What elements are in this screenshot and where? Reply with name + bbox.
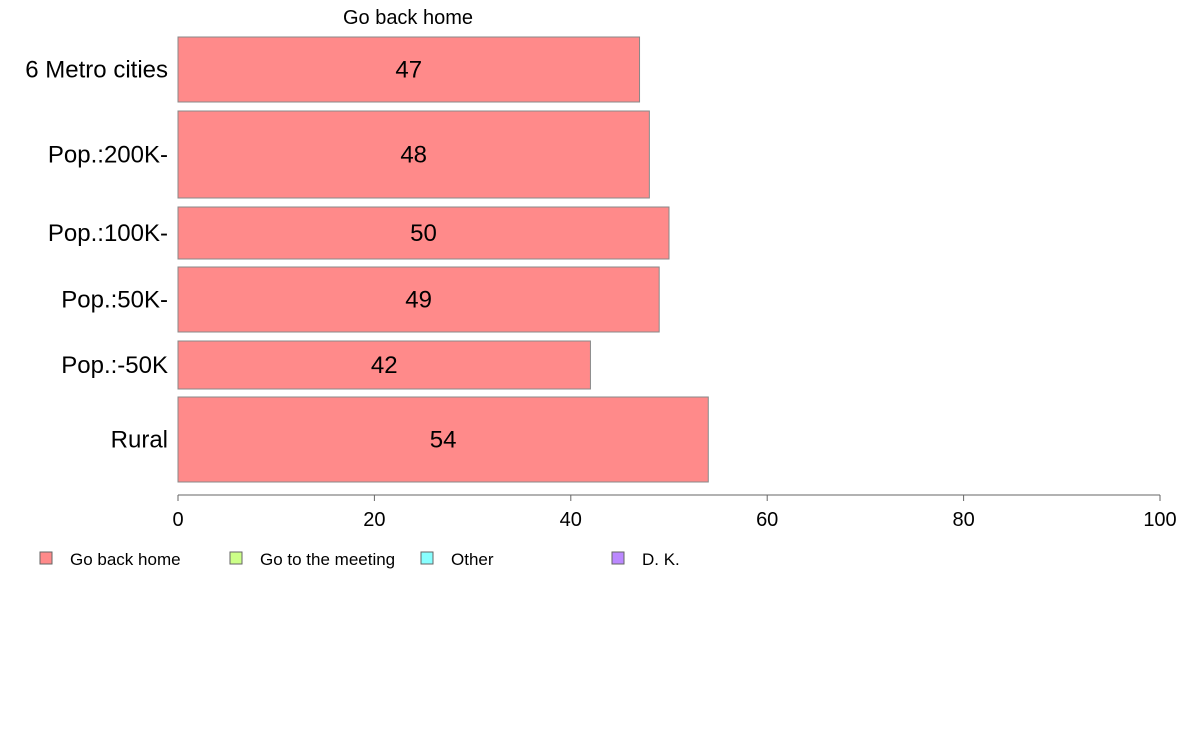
category-label: Pop.:-50K: [61, 352, 168, 379]
x-tick-label: 40: [560, 509, 582, 531]
legend-swatch: [611, 551, 625, 565]
category-label: Pop.:50K-: [61, 287, 168, 314]
category-label: Pop.:100K-: [48, 220, 168, 247]
x-tick-label: 80: [952, 509, 974, 531]
bar: [177, 206, 670, 260]
legend-swatch: [420, 551, 434, 565]
legend-swatch: [39, 551, 53, 565]
bars: [177, 36, 709, 483]
series-title: Go back home: [343, 7, 473, 29]
legend-label: Go to the meeting: [260, 550, 395, 569]
data-label: 48: [400, 142, 427, 169]
x-tick-label: 100: [1143, 509, 1176, 531]
bar: [177, 110, 650, 199]
data-label: 49: [405, 287, 432, 314]
bar: [177, 340, 591, 390]
legend-label: Go back home: [70, 550, 181, 569]
data-label: 50: [410, 220, 437, 247]
x-axis: 0 20 40 60 80 100: [172, 494, 1177, 531]
bar: [177, 396, 709, 483]
legend-label: Other: [451, 550, 494, 569]
category-label: 6 Metro cities: [25, 57, 168, 84]
bar: [177, 266, 660, 333]
x-tick-label: 0: [172, 509, 183, 531]
data-label: 47: [395, 57, 422, 84]
data-label: 54: [430, 427, 457, 454]
legend-swatch: [229, 551, 243, 565]
legend-label: D. K.: [642, 550, 680, 569]
x-tick-label: 20: [363, 509, 385, 531]
bar: [177, 36, 641, 103]
data-labels: 47 48 50 49 42 54: [371, 57, 457, 454]
legend: Go back home Go to the meeting Other D. K.: [39, 550, 680, 569]
category-labels: 6 Metro cities Pop.:200K- Pop.:100K- Pop.:5…: [25, 57, 168, 454]
category-label: Pop.:200K-: [48, 142, 168, 169]
x-tick-label: 60: [756, 509, 778, 531]
category-label: Rural: [111, 427, 168, 454]
data-label: 42: [371, 352, 398, 379]
